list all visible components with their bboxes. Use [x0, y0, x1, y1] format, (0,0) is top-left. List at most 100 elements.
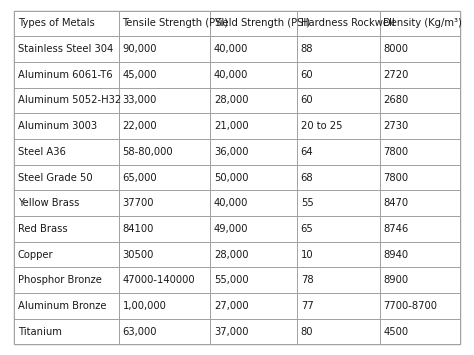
Text: 33,000: 33,000: [122, 95, 157, 105]
Bar: [14, 62, 119, 88]
Bar: [14, 293, 119, 319]
Text: 49,000: 49,000: [214, 224, 248, 234]
Text: 77: 77: [301, 301, 313, 311]
Bar: [297, 190, 380, 216]
Text: 21,000: 21,000: [214, 121, 248, 131]
Bar: [119, 36, 210, 62]
Bar: [380, 319, 460, 344]
Bar: [210, 88, 297, 113]
Text: 7700-8700: 7700-8700: [383, 301, 437, 311]
Bar: [14, 190, 119, 216]
Text: Aluminum 3003: Aluminum 3003: [18, 121, 97, 131]
Bar: [297, 113, 380, 139]
Bar: [210, 242, 297, 267]
Text: 90,000: 90,000: [122, 44, 157, 54]
Bar: [297, 88, 380, 113]
Text: 88: 88: [301, 44, 313, 54]
Bar: [119, 216, 210, 242]
Text: 8940: 8940: [383, 250, 408, 260]
Text: 63,000: 63,000: [122, 327, 157, 337]
Bar: [210, 319, 297, 344]
Bar: [119, 242, 210, 267]
Bar: [297, 62, 380, 88]
Text: 36,000: 36,000: [214, 147, 248, 157]
Bar: [119, 267, 210, 293]
Text: 2720: 2720: [383, 70, 409, 80]
Text: Aluminum Bronze: Aluminum Bronze: [18, 301, 106, 311]
Bar: [297, 293, 380, 319]
Bar: [297, 11, 380, 36]
Bar: [297, 242, 380, 267]
Text: 8746: 8746: [383, 224, 409, 234]
Bar: [210, 11, 297, 36]
Bar: [297, 139, 380, 165]
Text: 8900: 8900: [383, 275, 408, 285]
Bar: [14, 88, 119, 113]
Text: 68: 68: [301, 173, 313, 182]
Text: Yield Strength (PSI): Yield Strength (PSI): [214, 18, 310, 28]
Text: 40,000: 40,000: [214, 44, 248, 54]
Text: 58-80,000: 58-80,000: [122, 147, 173, 157]
Bar: [14, 139, 119, 165]
Bar: [297, 36, 380, 62]
Bar: [380, 293, 460, 319]
Bar: [119, 88, 210, 113]
Bar: [14, 242, 119, 267]
Bar: [380, 139, 460, 165]
Bar: [14, 113, 119, 139]
Bar: [297, 267, 380, 293]
Bar: [210, 190, 297, 216]
Bar: [210, 165, 297, 190]
Bar: [210, 216, 297, 242]
Bar: [210, 293, 297, 319]
Text: 4500: 4500: [383, 327, 408, 337]
Text: 60: 60: [301, 70, 313, 80]
Bar: [210, 62, 297, 88]
Bar: [380, 88, 460, 113]
Text: Aluminum 6061-T6: Aluminum 6061-T6: [18, 70, 112, 80]
Text: 27,000: 27,000: [214, 301, 248, 311]
Text: Steel Grade 50: Steel Grade 50: [18, 173, 92, 182]
Text: 84100: 84100: [122, 224, 154, 234]
Bar: [380, 11, 460, 36]
Text: 40,000: 40,000: [214, 70, 248, 80]
Text: 7800: 7800: [383, 147, 408, 157]
Text: 2730: 2730: [383, 121, 409, 131]
Text: 60: 60: [301, 95, 313, 105]
Bar: [380, 165, 460, 190]
Text: 37,000: 37,000: [214, 327, 248, 337]
Text: 37700: 37700: [122, 198, 154, 208]
Bar: [14, 36, 119, 62]
Bar: [119, 319, 210, 344]
Bar: [14, 319, 119, 344]
Bar: [380, 36, 460, 62]
Text: Phosphor Bronze: Phosphor Bronze: [18, 275, 101, 285]
Text: 20 to 25: 20 to 25: [301, 121, 342, 131]
Bar: [119, 165, 210, 190]
Text: 10: 10: [301, 250, 313, 260]
Text: 28,000: 28,000: [214, 250, 248, 260]
Bar: [119, 11, 210, 36]
Text: Density (Kg/m³): Density (Kg/m³): [383, 18, 462, 28]
Text: Tensile Strength (PSI): Tensile Strength (PSI): [122, 18, 228, 28]
Text: Red Brass: Red Brass: [18, 224, 67, 234]
Text: 47000-140000: 47000-140000: [122, 275, 195, 285]
Text: 80: 80: [301, 327, 313, 337]
Text: 28,000: 28,000: [214, 95, 248, 105]
Bar: [380, 190, 460, 216]
Text: 64: 64: [301, 147, 313, 157]
Text: Aluminum 5052-H32: Aluminum 5052-H32: [18, 95, 121, 105]
Text: 1,00,000: 1,00,000: [122, 301, 166, 311]
Bar: [119, 139, 210, 165]
Text: 65: 65: [301, 224, 313, 234]
Bar: [119, 293, 210, 319]
Text: 30500: 30500: [122, 250, 154, 260]
Bar: [14, 267, 119, 293]
Text: 50,000: 50,000: [214, 173, 248, 182]
Bar: [119, 190, 210, 216]
Text: 8470: 8470: [383, 198, 408, 208]
Text: Steel A36: Steel A36: [18, 147, 66, 157]
Text: 55: 55: [301, 198, 313, 208]
Bar: [210, 267, 297, 293]
Bar: [119, 113, 210, 139]
